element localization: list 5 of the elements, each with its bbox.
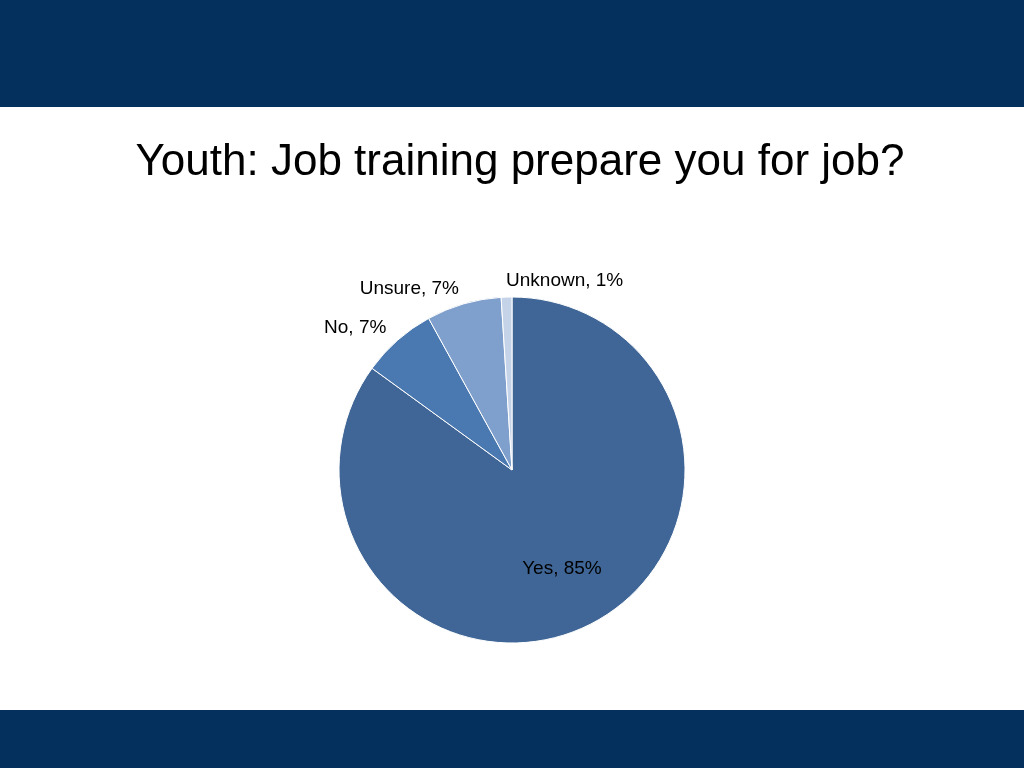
slice-label: No, 7% — [324, 316, 387, 338]
slice-label: Unknown, 1% — [506, 269, 624, 291]
chart-title: Youth: Job training prepare you for job? — [134, 135, 906, 185]
slice-label: Unsure, 7% — [359, 276, 460, 298]
slice-label: Yes, 85% — [522, 557, 602, 579]
